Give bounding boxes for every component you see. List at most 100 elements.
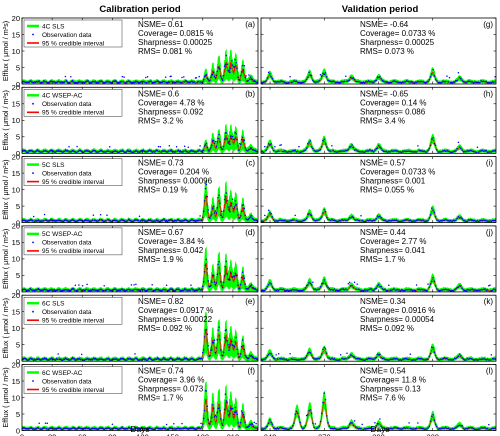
- observation-point: [199, 145, 201, 147]
- observation-point: [489, 358, 491, 361]
- observation-point: [327, 218, 329, 221]
- observation-point: [294, 149, 296, 151]
- stat-line: Sharpness= 0.00054: [360, 315, 435, 324]
- observation-point: [249, 148, 251, 151]
- observation-point: [422, 150, 424, 153]
- observation-point: [410, 427, 413, 430]
- observation-point: [228, 413, 230, 416]
- observation-point: [209, 423, 211, 425]
- observation-point: [439, 358, 442, 360]
- observation-point: [300, 289, 303, 292]
- observation-point: [234, 200, 237, 202]
- observation-point: [220, 75, 222, 77]
- panel-letter: (k): [484, 297, 494, 306]
- stat-line: Sharpness= 0.042: [138, 246, 204, 255]
- observation-point: [357, 150, 360, 153]
- observation-point: [467, 427, 470, 429]
- observation-point: [241, 64, 244, 67]
- observation-point: [405, 80, 408, 82]
- observation-point: [116, 358, 118, 360]
- observation-point: [181, 422, 183, 425]
- observation-point: [213, 339, 216, 342]
- observation-point: [284, 428, 286, 430]
- observation-point: [265, 356, 267, 359]
- stat-line: Sharpness= 0.00025: [138, 38, 213, 47]
- observation-point: [218, 407, 220, 409]
- observation-point: [215, 145, 218, 148]
- observation-point: [426, 428, 428, 430]
- observation-point: [410, 359, 413, 361]
- observation-point: [418, 357, 420, 360]
- panel-data: [22, 381, 258, 431]
- observation-point: [414, 289, 417, 292]
- observation-point: [91, 219, 94, 221]
- observation-point: [365, 220, 367, 222]
- observation-point: [364, 428, 366, 430]
- observation-point: [434, 215, 437, 218]
- observation-point: [75, 151, 77, 153]
- observation-point: [126, 149, 129, 152]
- observation-point: [298, 81, 300, 84]
- observation-point: [215, 347, 218, 349]
- observation-point: [438, 289, 441, 292]
- observation-point: [133, 428, 135, 430]
- observation-point: [485, 289, 487, 292]
- observation-point: [493, 150, 495, 152]
- legend-box: [23, 19, 123, 48]
- observation-point: [347, 357, 350, 359]
- observation-point: [29, 287, 31, 290]
- observation-point: [312, 281, 314, 284]
- observation-point: [415, 427, 418, 429]
- observation-point: [231, 198, 234, 201]
- observation-point: [298, 220, 300, 222]
- observation-point: [412, 359, 414, 361]
- legend-label-ci: 95 % credible interval: [42, 318, 105, 325]
- observation-point: [205, 258, 208, 261]
- observation-point: [42, 219, 45, 222]
- observation-point: [427, 80, 429, 82]
- observation-point: [314, 288, 317, 290]
- observation-point: [262, 151, 265, 154]
- stat-line: RMS= 3.4 %: [360, 116, 405, 125]
- observation-point: [475, 358, 477, 361]
- observation-point: [165, 423, 168, 426]
- observation-point: [134, 353, 136, 355]
- observation-point: [488, 151, 490, 153]
- observation-point: [481, 80, 484, 83]
- observation-point: [42, 81, 44, 84]
- observation-point: [247, 288, 249, 290]
- observation-point: [414, 81, 417, 84]
- y-tick-label: 0: [16, 426, 20, 435]
- observation-point: [305, 414, 308, 417]
- observation-point: [417, 422, 419, 424]
- observation-point: [145, 358, 147, 360]
- observation-point: [400, 151, 403, 153]
- observation-point: [426, 289, 428, 292]
- observation-point: [347, 218, 350, 221]
- y-tick-label: 0: [16, 149, 20, 158]
- observation-point: [475, 428, 477, 431]
- observation-point: [385, 220, 388, 222]
- observation-point: [488, 423, 490, 426]
- observation-point: [314, 423, 317, 425]
- observation-point: [220, 77, 223, 80]
- stat-line: Sharpness= 0.086: [360, 107, 426, 116]
- observation-point: [341, 80, 343, 83]
- observation-point: [166, 220, 169, 223]
- observation-point: [228, 208, 230, 211]
- observation-point: [294, 358, 296, 361]
- observation-point: [485, 150, 487, 152]
- observation-point: [480, 289, 482, 291]
- y-axis-label: Efflux ( μmol / m²s): [1, 298, 10, 358]
- observation-point: [367, 427, 370, 430]
- observation-point: [462, 289, 465, 291]
- observation-point: [129, 149, 132, 152]
- observation-point: [284, 289, 286, 292]
- observation-point: [417, 219, 419, 221]
- observation-point: [285, 289, 288, 291]
- observation-point: [477, 81, 480, 84]
- observation-point: [265, 218, 267, 221]
- observation-point: [453, 150, 456, 152]
- y-tick-label: 10: [12, 255, 20, 264]
